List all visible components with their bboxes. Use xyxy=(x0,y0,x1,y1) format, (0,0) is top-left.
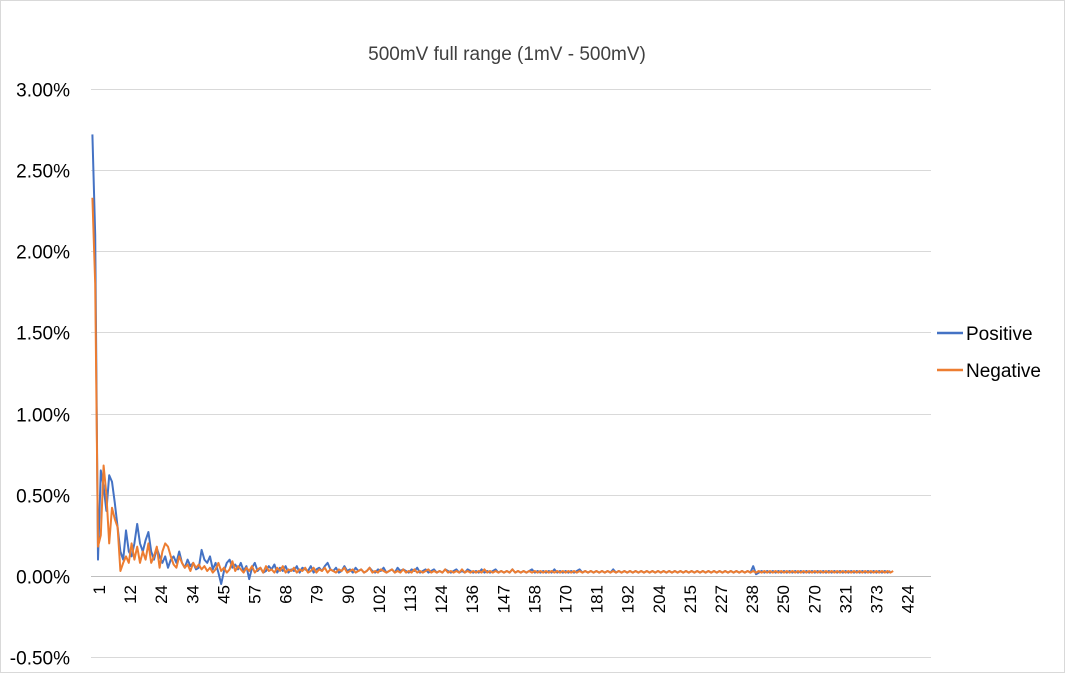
y-tick-label: 1.00% xyxy=(16,406,70,427)
x-tick-label: 79 xyxy=(308,585,327,604)
x-tick-label: 12 xyxy=(121,585,140,604)
x-tick-label: 192 xyxy=(619,585,638,613)
series-line-negative xyxy=(91,197,894,574)
x-tick-label: 90 xyxy=(339,585,358,604)
x-tick-label: 321 xyxy=(836,585,855,613)
legend: Positive Negative xyxy=(937,324,1041,382)
x-tick-label: 424 xyxy=(899,585,918,613)
x-tick-label: 227 xyxy=(712,585,731,613)
chart-title: 500mV full range (1mV - 500mV) xyxy=(368,44,646,65)
x-tick-label: 250 xyxy=(774,585,793,613)
x-tick-label: 270 xyxy=(805,585,824,613)
x-tick-label: 113 xyxy=(401,585,420,612)
y-tick-label: 1.50% xyxy=(16,324,70,345)
y-axis-tick-labels: -0.50% 0.00% 0.50% 1.00% 1.50% 2.00% 2.50% 3.00… xyxy=(10,81,70,670)
x-tick-label: 158 xyxy=(525,585,544,613)
x-tick-label: 124 xyxy=(432,585,451,613)
y-tick-label: 0.50% xyxy=(16,487,70,508)
legend-label-negative: Negative xyxy=(966,361,1041,382)
y-tick-label: 3.00% xyxy=(16,81,70,102)
x-tick-label: 170 xyxy=(557,585,576,613)
x-tick-label: 1 xyxy=(90,585,109,594)
x-tick-label: 373 xyxy=(868,585,887,613)
x-tick-label: 68 xyxy=(277,585,296,604)
x-tick-label: 204 xyxy=(650,585,669,613)
legend-label-positive: Positive xyxy=(966,324,1033,345)
x-tick-label: 57 xyxy=(246,585,265,604)
x-tick-label: 136 xyxy=(463,585,482,613)
series-lines xyxy=(91,134,894,585)
x-tick-label: 34 xyxy=(183,585,202,604)
y-tick-label: -0.50% xyxy=(10,649,70,670)
x-tick-label: 45 xyxy=(214,585,233,604)
x-tick-label: 181 xyxy=(588,585,607,613)
y-tick-label: 2.00% xyxy=(16,243,70,264)
x-tick-label: 147 xyxy=(494,585,513,613)
series-line-positive xyxy=(91,134,891,585)
x-tick-label: 238 xyxy=(743,585,762,613)
x-axis: 1 12 24 34 45 57 68 79 90 102 113 124 136 147 158 170 18… xyxy=(90,576,931,613)
x-tick-label: 102 xyxy=(370,585,389,613)
x-tick-label: 215 xyxy=(681,585,700,613)
x-tick-label: 24 xyxy=(152,585,171,604)
y-tick-label: 2.50% xyxy=(16,162,70,183)
y-tick-label: 0.00% xyxy=(16,568,70,589)
